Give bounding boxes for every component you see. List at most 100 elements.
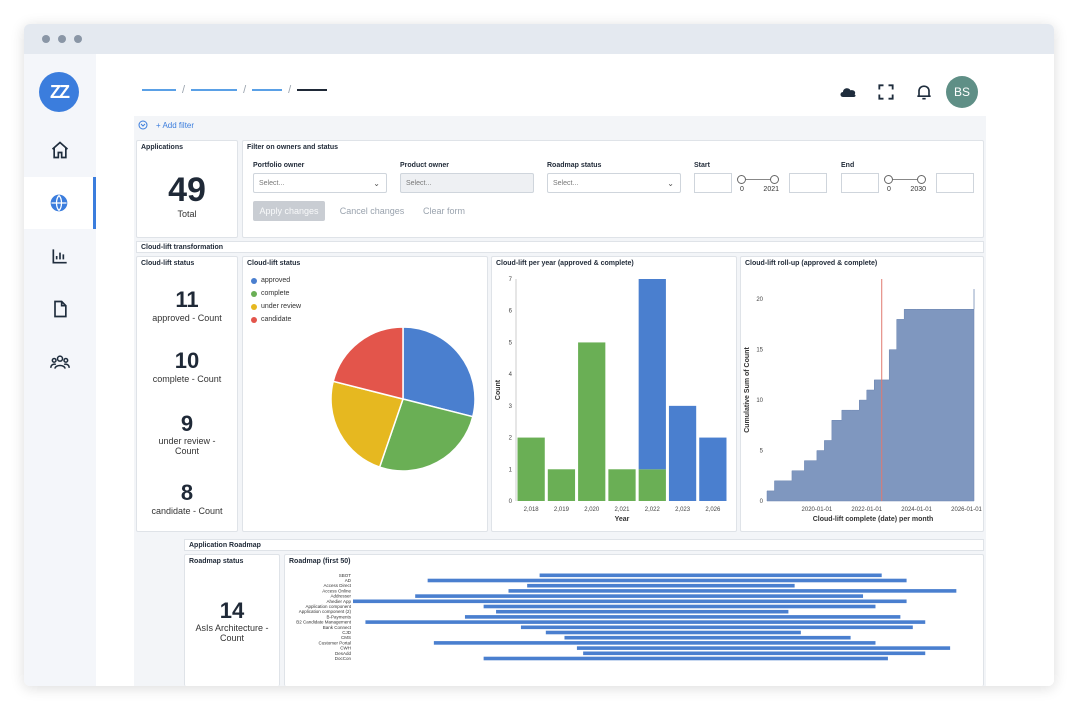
nav-people[interactable] (24, 336, 96, 388)
gantt-bar[interactable] (365, 620, 926, 624)
slider-handle-max[interactable] (770, 175, 779, 184)
legend-item-candidate[interactable]: candidate (251, 316, 291, 323)
y-tick-label: 15 (756, 348, 763, 354)
gantt-bar[interactable] (576, 646, 951, 650)
asis-count-value: 14 (219, 598, 245, 623)
slider-handle-min[interactable] (884, 175, 893, 184)
gantt-row-label: Bank Connect (323, 625, 352, 630)
roadmap-status-panel: Roadmap status 14 AsIs Architecture - Co… (184, 554, 280, 686)
bell-icon[interactable] (914, 82, 934, 102)
window-dot[interactable] (58, 35, 66, 43)
breadcrumb-item[interactable] (191, 89, 238, 91)
panel-title: Applications (141, 144, 184, 151)
gantt-bar[interactable] (539, 573, 882, 578)
cloud-lift-rollup-panel: Cloud-lift roll-up (approved & complete)… (740, 256, 984, 532)
breadcrumb-item[interactable] (252, 89, 283, 91)
bar-complete-0[interactable] (517, 437, 545, 501)
end-max-input[interactable] (936, 173, 974, 193)
filter-bar: + Add filter (138, 120, 194, 130)
gantt-row-label: Access Direct (323, 583, 351, 588)
x-axis-label: Cloud-lift complete (date) per month (813, 516, 934, 523)
gantt-row-label: Access Online (322, 588, 351, 593)
gantt-bar[interactable] (483, 656, 888, 661)
candidate-count-label: candidate - Count (151, 506, 223, 516)
gantt-bar[interactable] (564, 635, 851, 640)
filter-toggle-icon[interactable] (138, 120, 148, 130)
portfolio-owner-label: Portfolio owner (253, 162, 305, 169)
gantt-bar[interactable] (496, 609, 789, 614)
legend-item-complete[interactable]: complete (251, 290, 289, 297)
gantt-bar[interactable] (464, 615, 901, 619)
roadmap-status-placeholder: Select... (553, 180, 579, 187)
start-range-slider[interactable]: 0 2021 (737, 174, 779, 193)
users-icon (50, 355, 70, 369)
bar-chart: 0 1 2 3 4 5 6 7 2,018 2,019 2,020 2,021 2,022 2,023 2,… (495, 277, 727, 523)
legend-label: complete (261, 290, 290, 297)
legend-swatch (251, 303, 257, 310)
end-label: End (841, 162, 855, 169)
pie-slice-approved[interactable] (402, 326, 476, 418)
gantt-bar[interactable] (433, 641, 876, 645)
window-dot[interactable] (74, 35, 82, 43)
bar-complete-4[interactable] (638, 469, 666, 501)
start-max-input[interactable] (789, 173, 827, 193)
legend-item-approved[interactable]: approved (251, 277, 290, 284)
breadcrumb-item[interactable] (142, 89, 176, 91)
apply-changes-button[interactable]: Apply changes (253, 201, 325, 221)
gantt-bar[interactable] (353, 599, 907, 604)
user-avatar[interactable]: BS (946, 76, 978, 108)
app-logo[interactable]: ZZ (39, 72, 79, 112)
roadmap-status-select[interactable]: Select... ⌄ (547, 173, 681, 193)
cumulative-area[interactable] (766, 289, 975, 502)
bar-approved-5[interactable] (668, 405, 697, 501)
bar-approved-4[interactable] (638, 279, 666, 470)
nav-reports[interactable] (24, 230, 96, 282)
gantt-bar[interactable] (508, 589, 957, 593)
cancel-changes-button[interactable]: Cancel changes (339, 206, 405, 216)
pie-slice-complete[interactable] (378, 398, 474, 472)
end-min-input[interactable] (841, 173, 879, 193)
pie-slice-candidate[interactable] (332, 326, 404, 400)
nav-home[interactable] (24, 124, 96, 176)
gantt-bar[interactable] (527, 583, 795, 588)
nav-documents[interactable] (24, 283, 96, 335)
gantt-bar[interactable] (583, 651, 926, 656)
slider-handle-max[interactable] (917, 175, 926, 184)
section-title: Cloud-lift transformation (141, 244, 224, 251)
product-owner-select[interactable]: Select... (400, 173, 534, 193)
bar-complete-3[interactable] (608, 469, 636, 501)
breadcrumb-separator: / (288, 84, 292, 96)
add-filter-link[interactable]: + Add filter (156, 120, 195, 130)
asis-count-label: AsIs Architecture - Count (195, 623, 269, 643)
start-min-input[interactable] (694, 173, 732, 193)
slider-handle-min[interactable] (737, 175, 746, 184)
legend-item-under-review[interactable]: under review (251, 303, 301, 310)
slider-max-value: 2021 (763, 186, 779, 193)
bar-complete-1[interactable] (547, 469, 576, 501)
cloud-icon[interactable] (838, 82, 858, 102)
cloud-lift-per-year-panel: Cloud-lift per year (approved & complete… (491, 256, 737, 532)
bar-complete-2[interactable] (578, 342, 606, 501)
gantt-bar[interactable] (415, 594, 864, 598)
fullscreen-icon[interactable] (876, 82, 896, 102)
pie-slice-under-review[interactable] (330, 380, 404, 469)
breadcrumb-separator: / (182, 84, 186, 96)
panel-title: Cloud-lift status (247, 260, 301, 267)
gantt-bar[interactable] (520, 625, 913, 630)
window-dot[interactable] (42, 35, 50, 43)
main-area: / / / BS + Add filter Applications 49 To… (96, 54, 1054, 686)
pie-chart (330, 326, 476, 472)
nav-landscape[interactable] (24, 177, 96, 229)
end-range-slider[interactable]: 0 2030 (884, 174, 926, 193)
portfolio-owner-placeholder: Select... (259, 180, 285, 187)
y-tick-label: 20 (756, 297, 763, 303)
portfolio-owner-select[interactable]: Select... ⌄ (253, 173, 387, 193)
legend-swatch (251, 290, 257, 297)
bar-approved-6[interactable] (699, 437, 727, 501)
gantt-bar[interactable] (545, 630, 801, 635)
x-tick-label: 2,020 (584, 507, 600, 513)
legend-swatch (251, 277, 257, 284)
clear-form-button[interactable]: Clear form (422, 206, 465, 216)
gantt-bar[interactable] (427, 578, 907, 583)
gantt-bar[interactable] (483, 604, 876, 609)
